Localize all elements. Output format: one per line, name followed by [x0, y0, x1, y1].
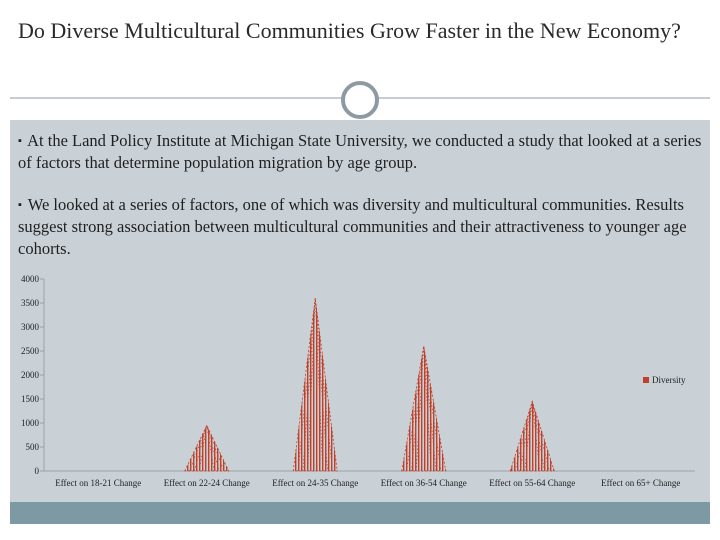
x-tick-label: Effect on 55-64 Change [489, 478, 575, 488]
bar-4-spike [514, 401, 550, 472]
bar-3 [401, 346, 447, 472]
y-tick-label: 2500 [21, 346, 40, 356]
y-tick-label: 4000 [21, 274, 40, 284]
x-tick-label: Effect on 22-24 Change [164, 478, 250, 488]
bar-1-spike [198, 425, 215, 472]
footer-band [10, 502, 710, 524]
square-bullet-icon: ▪ [18, 135, 22, 147]
slide-title: Do Diverse Multicultural Communities Gro… [18, 18, 681, 43]
bar-2 [292, 298, 338, 472]
y-tick-label: 500 [26, 442, 40, 452]
bar-2-spike [307, 298, 324, 472]
x-tick-label: Effect on 36-54 Change [381, 478, 467, 488]
bar-4 [509, 400, 555, 472]
bullet-1-text: At the Land Policy Institute at Michigan… [18, 131, 702, 172]
bar-1 [184, 424, 230, 472]
y-tick-label: 2000 [21, 370, 40, 380]
y-tick-label: 0 [35, 466, 40, 476]
bullet-2-text: We looked at a series of factors, one of… [18, 195, 687, 258]
square-bullet-icon: ▪ [18, 199, 22, 211]
bullet-1: ▪ At the Land Policy Institute at Michig… [18, 130, 704, 174]
bar-1-spike [189, 424, 225, 472]
bullet-2: ▪ We looked at a series of factors, one … [18, 194, 704, 260]
ring-ornament-icon [341, 81, 379, 119]
y-tick-label: 3000 [21, 322, 40, 332]
y-tick-label: 3500 [21, 298, 40, 308]
diversity-chart: 0 500 1000 1500 2000 2500 3000 3500 4000 Effect o… [21, 274, 695, 488]
bar-4-spike [524, 401, 541, 472]
y-tick-label: 1500 [21, 394, 40, 404]
content-panel: ▪ At the Land Policy Institute at Michig… [10, 120, 710, 502]
x-tick-label: Effect on 18-21 Change [55, 478, 141, 488]
x-tick-label: Effect on 24-35 Change [272, 478, 358, 488]
x-tick-label: Effect on 65+ Change [601, 478, 680, 488]
legend-swatch [643, 377, 649, 383]
legend-label: Diversity [652, 375, 686, 385]
y-tick-label: 1000 [21, 418, 40, 428]
